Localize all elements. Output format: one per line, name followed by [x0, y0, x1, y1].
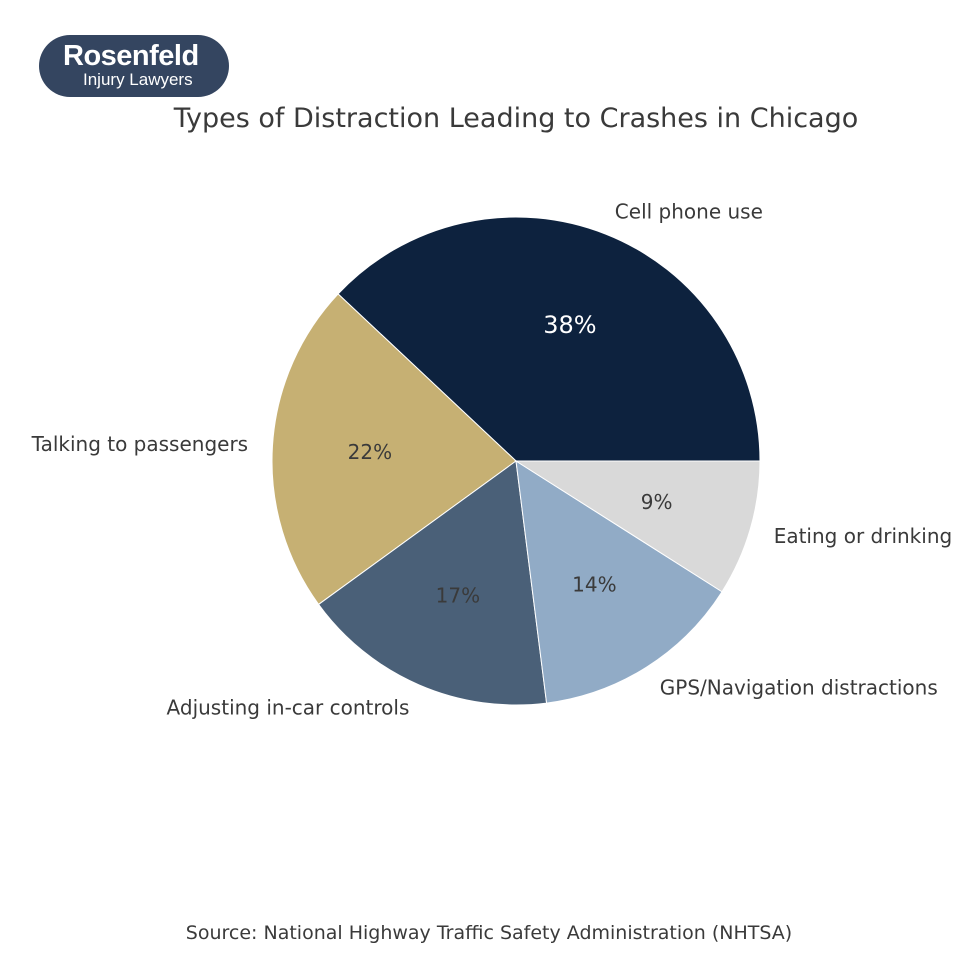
pie-percent-label-gps-navigation-distractions: 14% [572, 573, 616, 597]
pie-category-label-adjusting-in-car-controls: Adjusting in-car controls [167, 695, 410, 719]
chart-title: Types of Distraction Leading to Crashes … [173, 103, 859, 134]
pie-slice-cell-phone-use [337, 216, 761, 462]
pie-slice-gps-navigation-distractions [515, 460, 723, 704]
logo-tagline: Injury Lawyers [83, 70, 193, 89]
pie-slice-talking-to-passengers [271, 293, 517, 606]
pie-percent-label-cell-phone-use: 38% [543, 311, 596, 339]
pie-percent-label-eating-or-drinking: 9% [641, 490, 673, 514]
pie-percent-label-adjusting-in-car-controls: 17% [436, 583, 480, 607]
rosenfeld-logo: Rosenfeld Injury Lawyers [39, 35, 229, 97]
pie-category-label-talking-to-passengers: Talking to passengers [31, 432, 248, 456]
pie-category-label-gps-navigation-distractions: GPS/Navigation distractions [660, 676, 938, 700]
logo-name: Rosenfeld [63, 40, 199, 72]
pie-slice-eating-or-drinking [514, 460, 761, 593]
pie-category-label-eating-or-drinking: Eating or drinking [774, 524, 953, 548]
pie-slice-adjusting-in-car-controls [317, 460, 548, 706]
source-note: Source: National Highway Traffic Safety … [185, 922, 793, 944]
pie-percent-label-talking-to-passengers: 22% [348, 440, 392, 464]
pie-category-label-cell-phone-use: Cell phone use [615, 199, 763, 223]
